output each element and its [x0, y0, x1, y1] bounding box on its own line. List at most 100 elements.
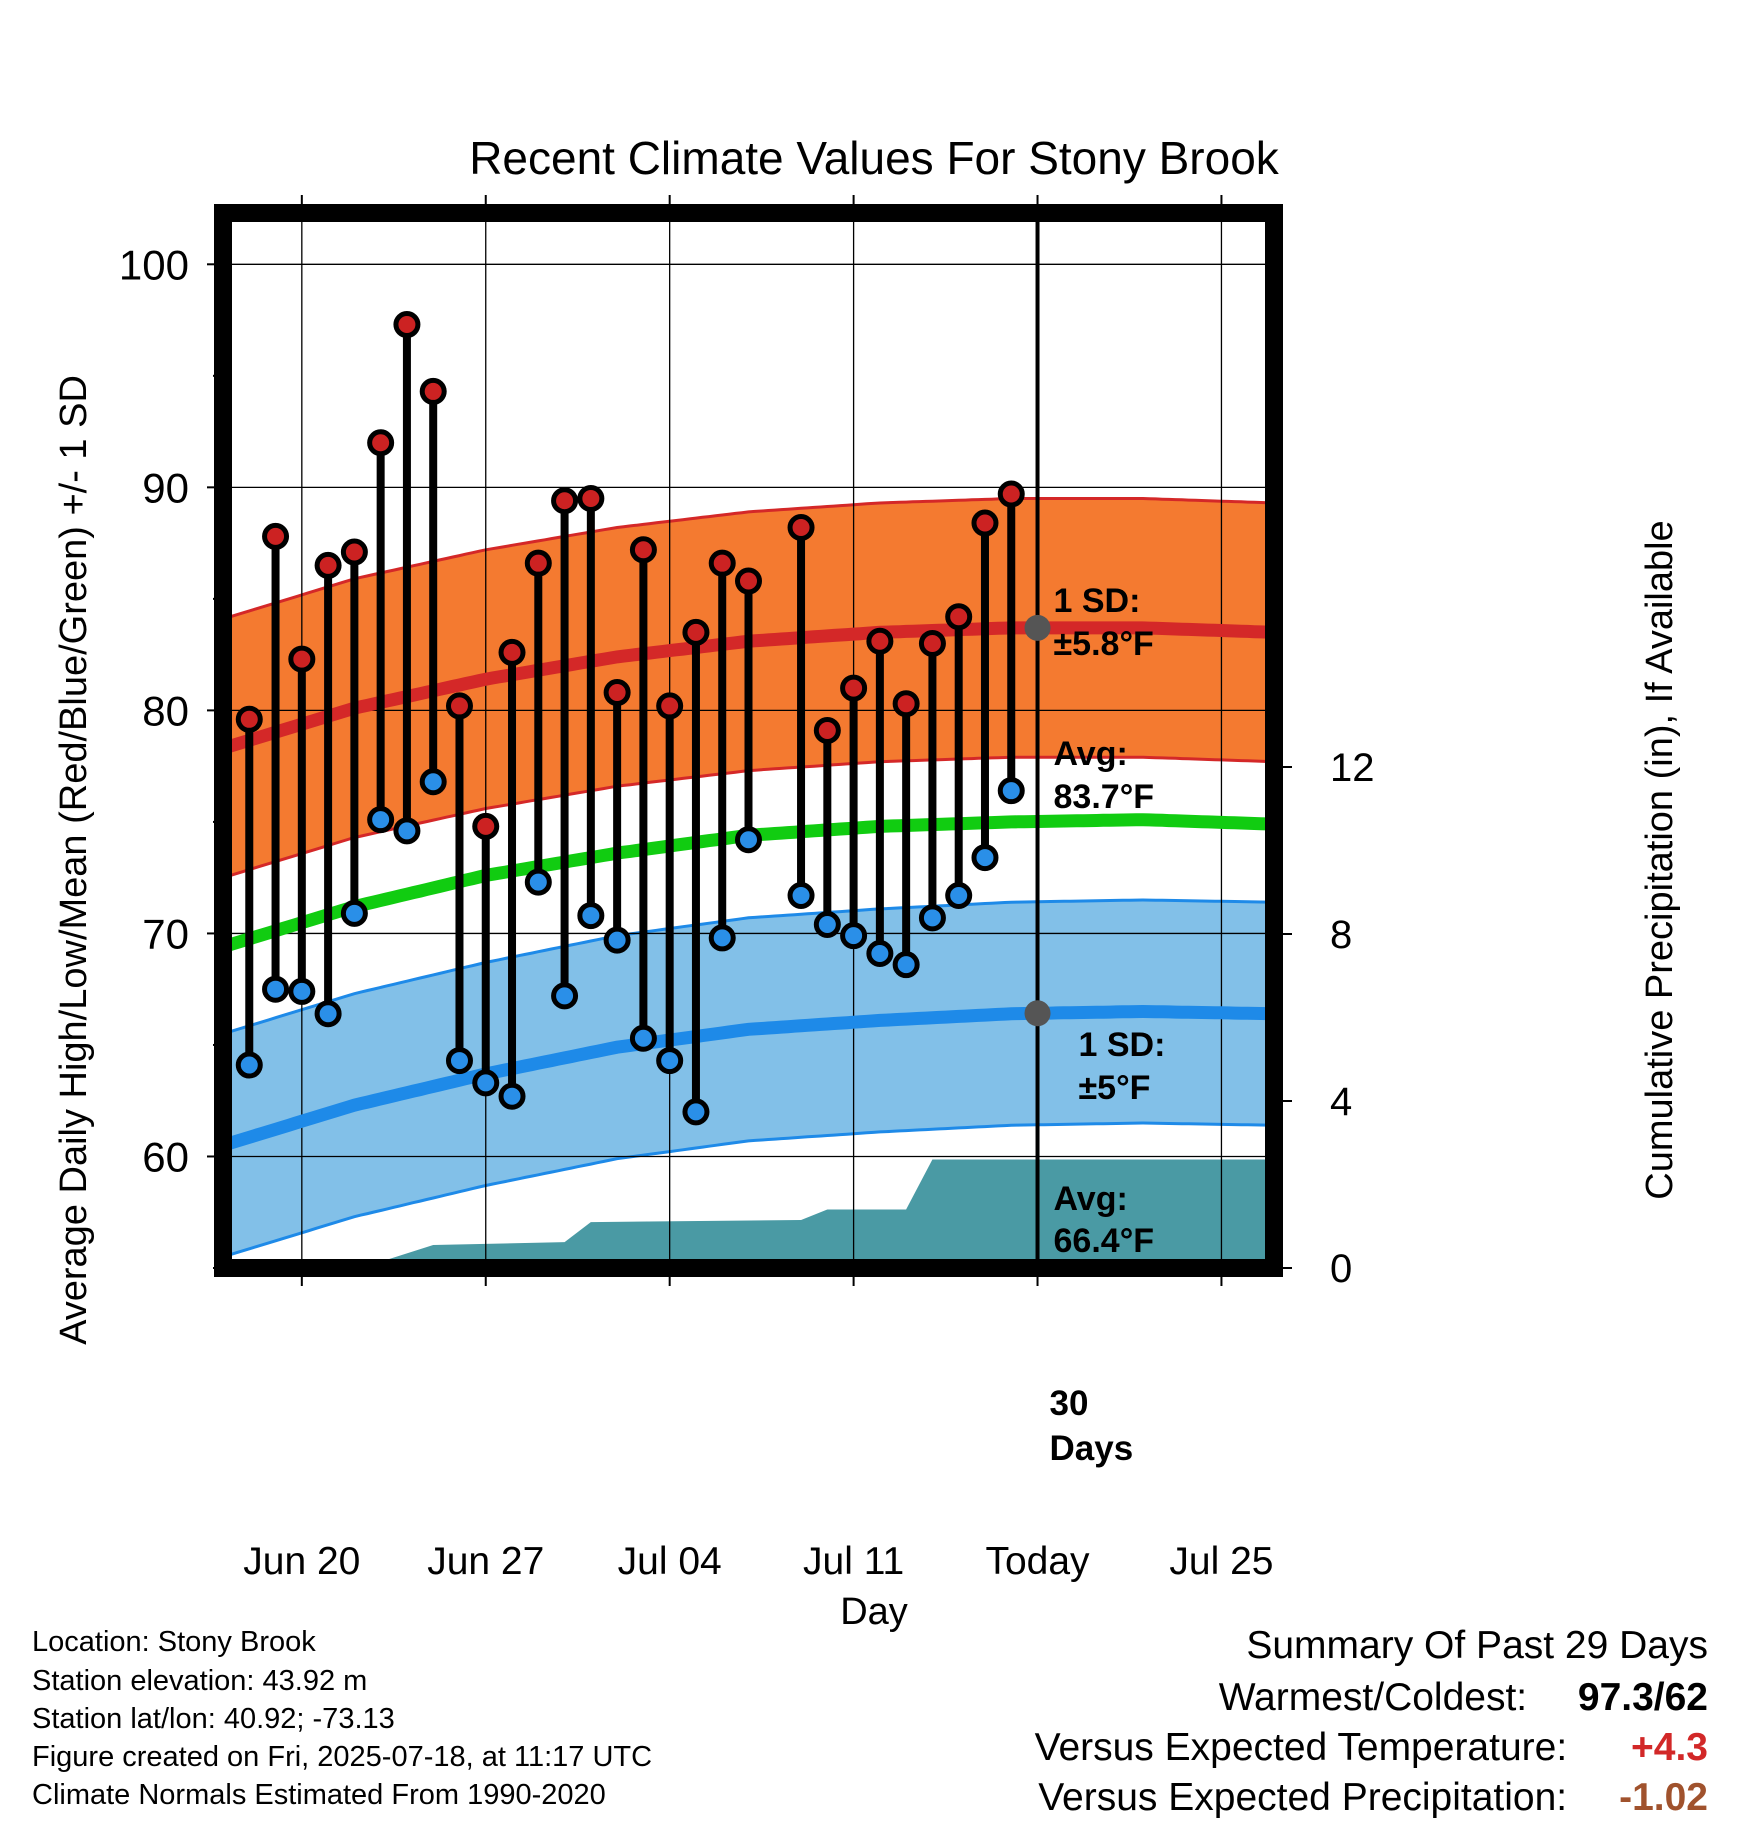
- daily-low-point: [971, 844, 999, 872]
- daily-low-point: [262, 975, 290, 1003]
- daily-high-point: [840, 674, 868, 702]
- summary-title: Summary Of Past 29 Days: [1246, 1624, 1708, 1667]
- daily-low-point: [498, 1082, 526, 1110]
- chart-title: Recent Climate Values For Stony Brook: [469, 132, 1280, 184]
- daily-low-point: [787, 882, 815, 910]
- daily-low-point: [892, 951, 920, 979]
- daily-high-point: [340, 538, 368, 566]
- x-tick-label: Jun 20: [243, 1540, 360, 1583]
- high-sd-label: 1 SD:: [1054, 582, 1141, 620]
- daily-high-point: [472, 812, 500, 840]
- low-sd-value: ±5°F: [1079, 1069, 1151, 1107]
- days-count-word: Days: [1050, 1429, 1134, 1468]
- today-low-avg-marker: [1024, 1000, 1051, 1027]
- daily-low-point: [445, 1047, 473, 1075]
- daily-high-point: [866, 627, 894, 655]
- y-axis-label-left: Average Daily High/Low/Mean (Red/Blue/Gr…: [53, 375, 95, 1345]
- summary-precip-label: Versus Expected Precipitation:: [1038, 1776, 1568, 1819]
- x-tick-label: Today: [985, 1540, 1090, 1583]
- y2-tick-label: 4: [1330, 1080, 1352, 1124]
- daily-high-point: [314, 551, 342, 579]
- daily-high-point: [235, 705, 263, 733]
- summary-warmest-row: Warmest/Coldest: 97.3/62: [1219, 1676, 1708, 1720]
- high-sd-value: ±5.8°F: [1054, 625, 1154, 663]
- daily-high-point: [419, 377, 447, 405]
- high-sd-upper-edge: [223, 497, 1274, 621]
- daily-high-point: [577, 484, 605, 512]
- daily-high-point: [971, 509, 999, 537]
- daily-low-point: [866, 940, 894, 968]
- daily-high-point: [787, 513, 815, 541]
- daily-low-point: [735, 826, 762, 854]
- daily-low-point: [393, 817, 421, 845]
- summary-temp-row: Versus Expected Temperature: +4.3: [1035, 1726, 1708, 1770]
- daily-low-point: [419, 768, 447, 796]
- daily-high-point: [656, 692, 684, 720]
- daily-low-point: [945, 882, 973, 910]
- daily-low-point: [708, 924, 736, 952]
- daily-high-point: [288, 645, 316, 673]
- y2-tick-label: 0: [1330, 1247, 1352, 1291]
- daily-high-point: [813, 716, 841, 744]
- plot-area: 1 SD: ±5.8°F Avg: 83.7°F 1 SD: ±5°F Avg: 66.4°F…: [119, 195, 1375, 1583]
- plot-frame: [214, 204, 1283, 1277]
- daily-high-point: [367, 429, 395, 457]
- daily-low-point: [551, 982, 579, 1010]
- daily-low-point: [918, 904, 946, 932]
- daily-low-point: [314, 1000, 342, 1028]
- days-count-number: 30: [1050, 1384, 1089, 1423]
- low-sd-upper-edge: [223, 898, 1274, 1036]
- daily-low-point: [603, 926, 631, 954]
- low-sd-lower-edge: [223, 1121, 1274, 1259]
- daily-high-point: [262, 522, 290, 550]
- cumulative-precip-area: [223, 1159, 1274, 1268]
- low-normal-line: [223, 1004, 1274, 1152]
- x-tick-label: Jul 04: [618, 1540, 722, 1583]
- daily-high-point: [945, 603, 973, 631]
- x-tick-label: Jul 25: [1169, 1540, 1273, 1583]
- climate-normals-note: Climate Normals Estimated From 1990-2020: [32, 1779, 606, 1811]
- daily-low-point: [997, 777, 1025, 805]
- high-avg-label: Avg:: [1054, 735, 1128, 773]
- daily-low-point: [340, 899, 368, 927]
- x-tick-label: Jul 11: [803, 1540, 904, 1583]
- daily-low-point: [472, 1069, 500, 1097]
- daily-low-point: [682, 1098, 710, 1126]
- y2-tick-label: 8: [1330, 913, 1352, 957]
- daily-low-point: [629, 1024, 657, 1052]
- daily-high-point: [997, 480, 1025, 508]
- y-tick-label: 80: [142, 687, 189, 734]
- daily-high-point: [918, 629, 946, 657]
- summary-warmest-value: 97.3/62: [1577, 1676, 1708, 1719]
- daily-low-point: [235, 1051, 263, 1079]
- station-location: Location: Stony Brook: [32, 1626, 316, 1658]
- daily-low-point: [840, 922, 868, 950]
- low-avg-value: 66.4°F: [1054, 1222, 1155, 1260]
- daily-high-point: [682, 618, 710, 646]
- y-tick-label: 90: [142, 464, 189, 511]
- plot-content: [223, 213, 1274, 1268]
- daily-low-point: [524, 868, 552, 896]
- low-avg-label: Avg:: [1054, 1180, 1128, 1218]
- y2-tick-label: 12: [1330, 746, 1375, 790]
- daily-high-point: [393, 311, 421, 339]
- y-tick-label: 60: [142, 1133, 189, 1180]
- x-tick-label: Jun 27: [427, 1540, 544, 1583]
- daily-high-point: [892, 690, 920, 718]
- summary-temp-value: +4.3: [1631, 1726, 1708, 1769]
- summary-precip-row: Versus Expected Precipitation: -1.02: [1038, 1776, 1708, 1820]
- y-tick-label: 100: [119, 241, 189, 288]
- daily-low-point: [367, 806, 395, 834]
- daily-high-point: [603, 679, 631, 707]
- figure-created: Figure created on Fri, 2025-07-18, at 11…: [32, 1741, 653, 1773]
- daily-high-point: [498, 638, 526, 666]
- summary-temp-label: Versus Expected Temperature:: [1034, 1726, 1568, 1769]
- daily-high-point: [708, 549, 736, 577]
- summary-warmest-label: Warmest/Coldest:: [1218, 1676, 1528, 1719]
- high-avg-value: 83.7°F: [1054, 778, 1155, 816]
- today-high-avg-marker: [1024, 614, 1051, 641]
- y-tick-label: 70: [142, 910, 189, 957]
- daily-high-point: [629, 536, 657, 564]
- daily-high-point: [445, 692, 473, 720]
